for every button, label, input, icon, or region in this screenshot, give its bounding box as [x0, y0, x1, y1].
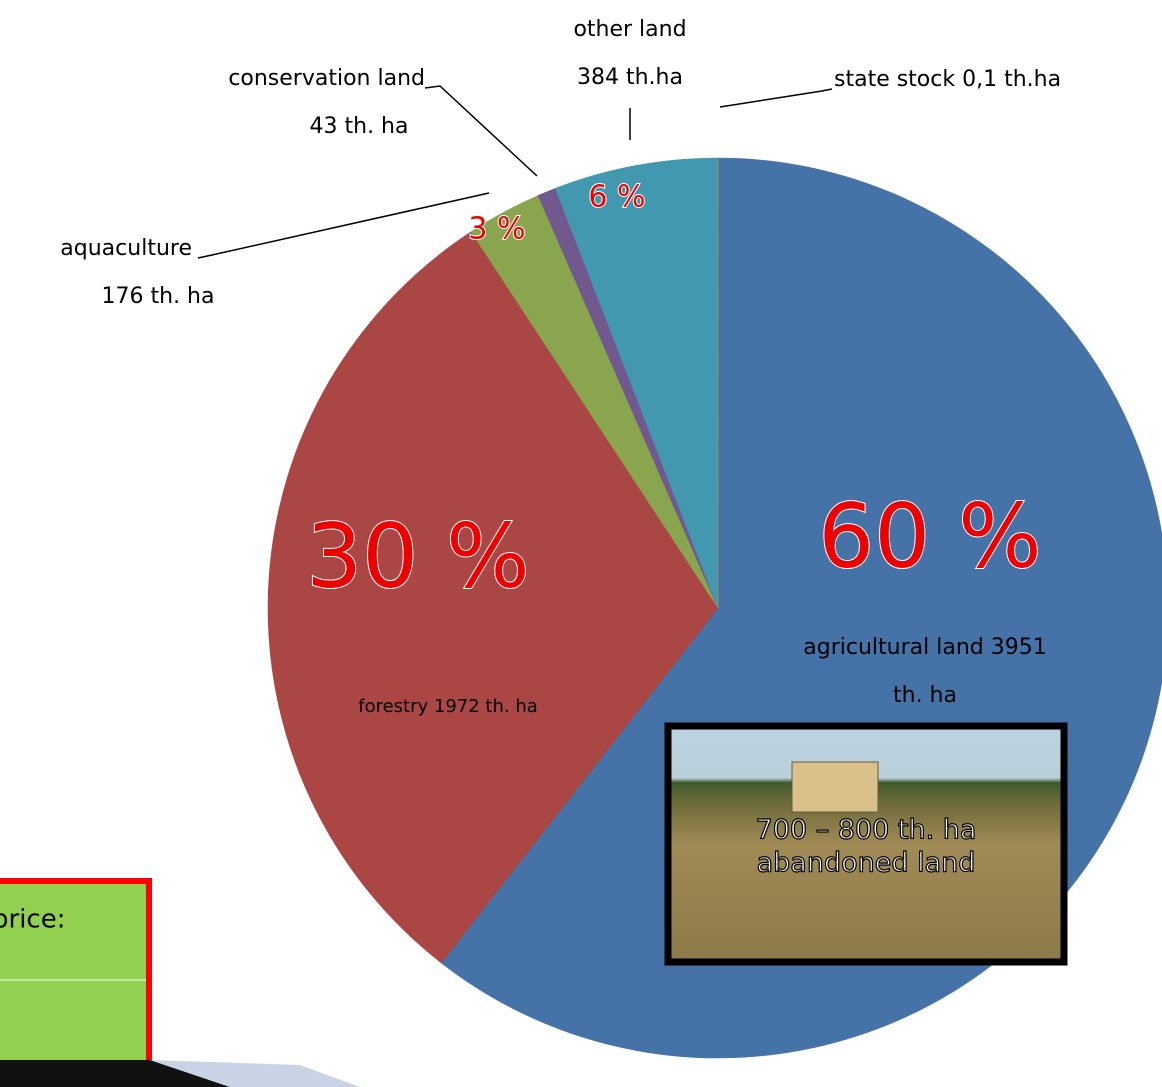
- inset-text: 700 – 800 th. ha: [756, 815, 977, 846]
- slice-label: agricultural land 3951: [803, 635, 1046, 660]
- slice-label: 43 th. ha: [310, 114, 409, 139]
- side-box: price:: [0, 881, 360, 1087]
- slice-label: 176 th. ha: [102, 284, 215, 309]
- percent-label: 6 %: [588, 180, 645, 215]
- slice-label: aquaculture: [60, 236, 192, 261]
- sign: [792, 762, 878, 812]
- chart: price: agricultural land 3951 th. ha fores…: [0, 0, 1162, 1087]
- inset-text: abandoned land: [757, 848, 976, 879]
- inset-photo: 700 – 800 th. ha abandoned land: [668, 726, 1064, 962]
- leader-line: [198, 193, 489, 258]
- slice-label: state stock 0,1 th.ha: [834, 67, 1061, 92]
- percent-label: 60 %: [818, 485, 1042, 588]
- slice-label: forestry 1972 th. ha: [358, 696, 538, 717]
- percent-label: 3 %: [468, 212, 525, 247]
- percent-label: 30 %: [306, 505, 530, 608]
- slice-label: 384 th.ha: [577, 65, 683, 90]
- box-text: price:: [0, 905, 65, 935]
- leader-line: [425, 86, 537, 176]
- slice-label: other land: [573, 17, 686, 42]
- slice-label: th. ha: [893, 683, 957, 708]
- leader-line: [720, 89, 832, 107]
- slice-label: conservation land: [228, 66, 425, 91]
